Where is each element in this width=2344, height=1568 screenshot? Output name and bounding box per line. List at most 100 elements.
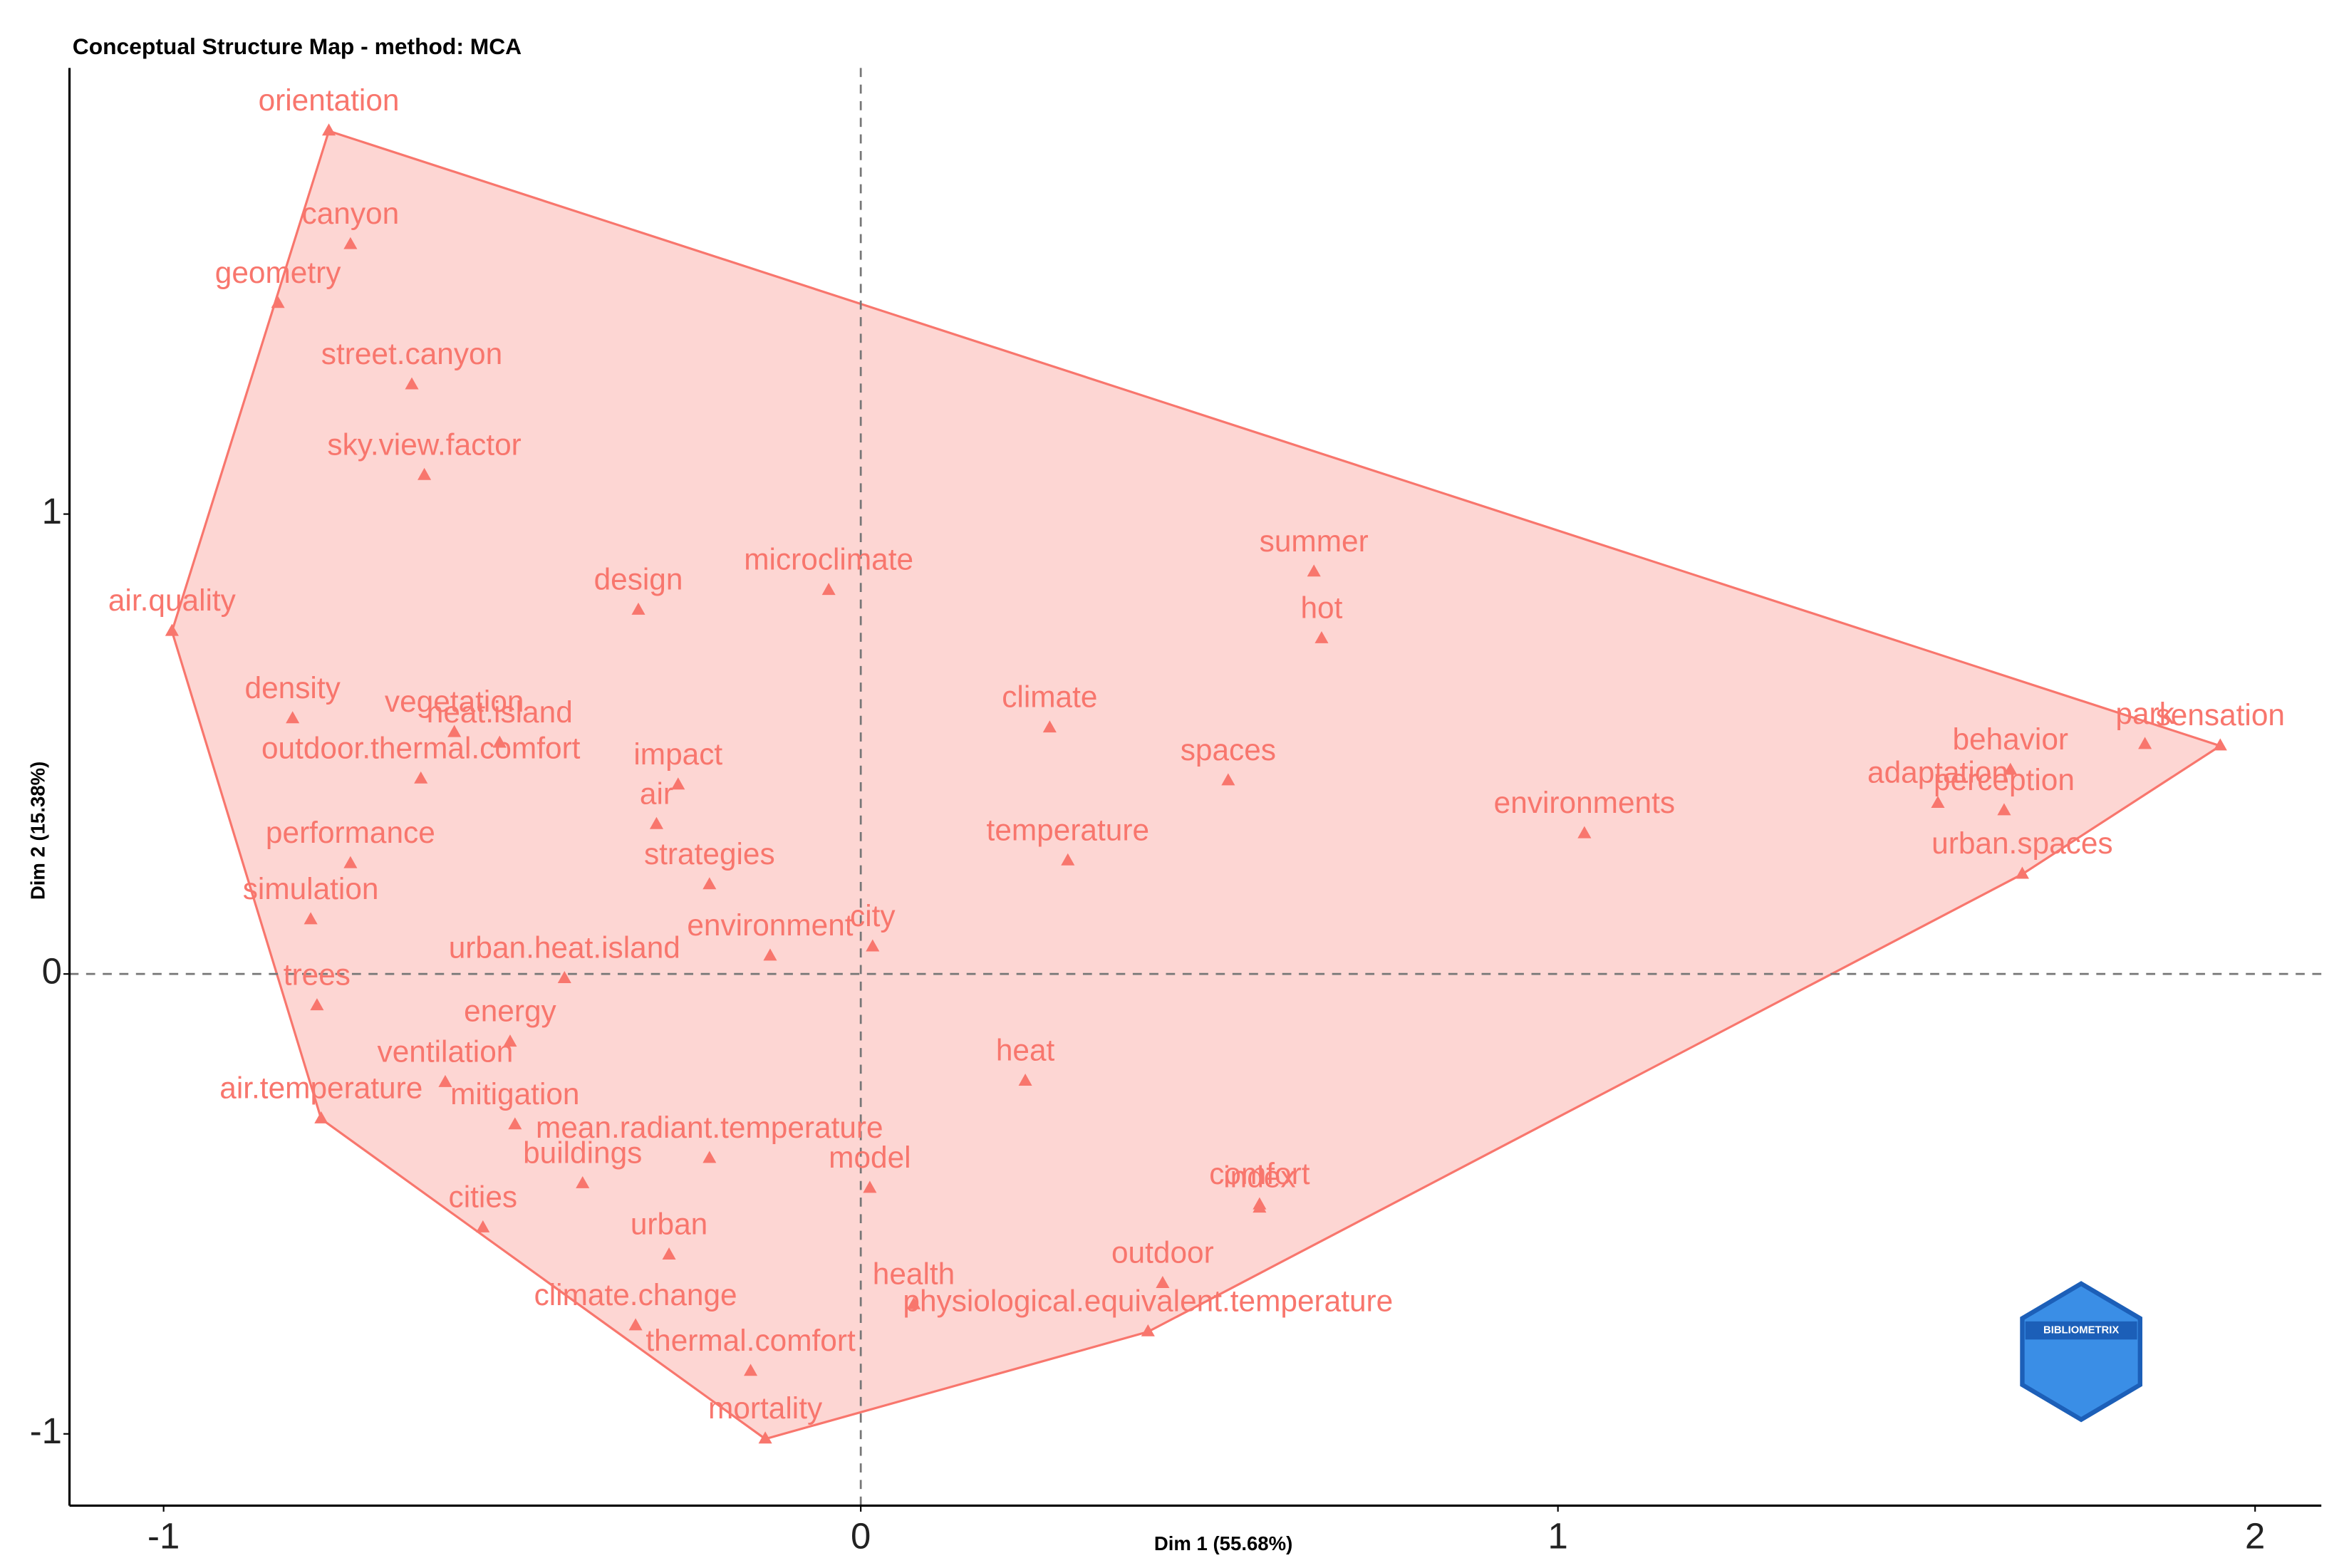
logo-hexagon: [2020, 1281, 2142, 1423]
point-label: park: [2115, 697, 2174, 730]
point: [863, 1180, 877, 1193]
point: [418, 467, 432, 480]
point-label: air.quality: [108, 583, 237, 617]
y-tick-label: 0: [42, 951, 62, 992]
point-label: temperature: [987, 813, 1149, 846]
point: [1577, 826, 1592, 838]
point-label: city: [850, 899, 896, 933]
point-label: urban: [631, 1208, 707, 1241]
point-label: environment: [687, 908, 853, 942]
point: [286, 711, 300, 724]
logo-text: BIBLIOMETRIX: [2043, 1324, 2119, 1336]
point-label: spaces: [1181, 733, 1276, 767]
point: [322, 123, 336, 136]
point-label: outdoor.thermal.comfort: [261, 731, 581, 764]
point-label: outdoor: [1111, 1236, 1214, 1270]
y-axis-title: Dim 2 (15.38%): [26, 762, 48, 900]
point: [1061, 853, 1075, 866]
point: [662, 1247, 676, 1260]
point: [866, 939, 880, 952]
point-label: trees: [284, 958, 351, 992]
point-label: urban.heat.island: [449, 931, 680, 965]
point: [271, 296, 285, 308]
point-label: climate: [1002, 680, 1097, 714]
point: [1253, 1200, 1267, 1213]
point: [310, 998, 324, 1011]
cluster-hull: [170, 129, 2223, 1440]
point: [628, 1318, 643, 1331]
point-label: ventilation: [378, 1034, 514, 1068]
point: [304, 912, 318, 925]
point: [1156, 1276, 1170, 1288]
x-axis-title: Dim 1 (55.68%): [1154, 1532, 1292, 1554]
point-label: summer: [1260, 524, 1369, 558]
point: [758, 1431, 772, 1444]
point: [1307, 564, 1321, 577]
x-tick-label: -1: [147, 1516, 180, 1557]
point-label: design: [594, 562, 683, 596]
point: [671, 777, 685, 790]
point-label: mortality: [708, 1391, 823, 1425]
point-label: model: [829, 1141, 911, 1174]
point: [1018, 1073, 1032, 1086]
point: [557, 971, 571, 983]
point-label: geometry: [215, 256, 341, 289]
point: [702, 877, 717, 890]
point-label: behavior: [1952, 722, 2068, 756]
point-label: air.temperature: [219, 1071, 422, 1104]
point-label: energy: [464, 995, 556, 1028]
point-label: street.canyon: [321, 337, 502, 370]
point: [2003, 762, 2018, 775]
point: [414, 771, 428, 784]
point-label: mean.radiant.temperature: [536, 1111, 883, 1144]
point-label: buildings: [523, 1136, 642, 1169]
point-label: environments: [1494, 786, 1675, 819]
point: [906, 1297, 921, 1309]
x-tick-label: 1: [1548, 1516, 1568, 1557]
point-label: comfort: [1209, 1157, 1310, 1190]
x-tick-label: 2: [2245, 1516, 2265, 1557]
y-tick-label: -1: [30, 1411, 62, 1451]
point: [476, 1220, 490, 1232]
point-label: simulation: [243, 872, 379, 905]
point-label: cities: [449, 1180, 518, 1213]
point: [576, 1175, 590, 1188]
point: [2138, 737, 2152, 749]
point: [165, 623, 179, 636]
point: [744, 1364, 758, 1376]
point-label: health: [873, 1257, 955, 1290]
point-label: microclimate: [744, 543, 913, 576]
point-label: air: [640, 777, 673, 810]
point: [821, 583, 836, 596]
point-label: mitigation: [450, 1077, 579, 1111]
point-label: performance: [266, 816, 435, 849]
point: [503, 1034, 517, 1047]
point-label: urban.spaces: [1931, 826, 2112, 860]
logo: BIBLIOMETRIX: [2020, 1281, 2142, 1423]
point-label: sensation: [2156, 698, 2285, 732]
point: [447, 725, 462, 737]
point-label: sky.view.factor: [327, 427, 521, 461]
point: [702, 1151, 717, 1163]
point: [492, 735, 507, 748]
point-label: thermal.comfort: [645, 1324, 856, 1357]
point: [1931, 796, 1945, 809]
point: [343, 237, 358, 249]
point: [508, 1117, 522, 1130]
y-tick-label: 1: [42, 491, 62, 531]
point-label: density: [245, 671, 341, 705]
point: [2015, 866, 2029, 879]
point: [343, 856, 358, 868]
logo-band: [2025, 1321, 2137, 1340]
chart-title: Conceptual Structure Map - method: MCA: [73, 33, 522, 59]
point-label: vegetation: [385, 685, 524, 718]
point-label: adaptation: [1867, 756, 2008, 789]
point-label: hot: [1301, 591, 1343, 624]
point: [1141, 1324, 1155, 1336]
point-label: perception: [1934, 763, 2075, 796]
point-label: heat.island: [427, 695, 573, 729]
x-tick-label: 0: [851, 1516, 871, 1557]
